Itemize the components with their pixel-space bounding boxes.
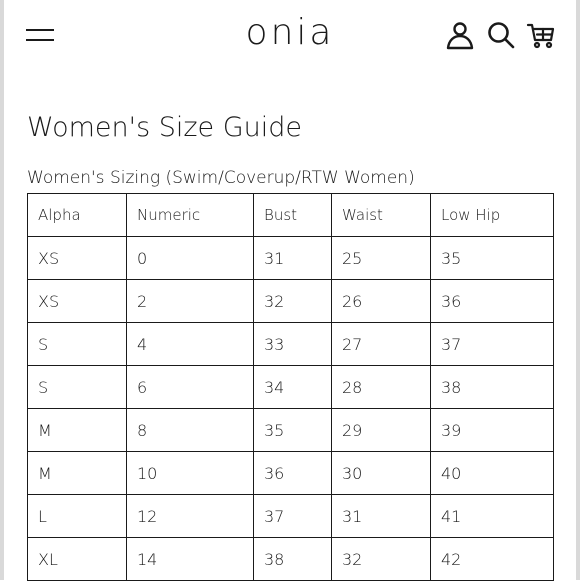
- menu-icon[interactable]: [26, 26, 54, 46]
- cart-icon[interactable]: [526, 20, 556, 50]
- cell-alpha: M: [27, 451, 127, 495]
- cell-alpha: XL: [27, 537, 127, 581]
- cell-low-hip: 39: [430, 408, 554, 452]
- cell-numeric: 14: [126, 537, 254, 581]
- table-row: XL 14 38 32 42: [27, 537, 554, 581]
- table-row: S 6 34 28 38: [27, 365, 554, 409]
- table-row: XS 0 31 25 35: [27, 236, 554, 280]
- table-row: M 10 36 30 40: [27, 451, 554, 495]
- cell-waist: 32: [331, 537, 431, 581]
- cell-bust: 36: [253, 451, 332, 495]
- cell-alpha: M: [27, 408, 127, 452]
- cell-numeric: 0: [126, 236, 254, 280]
- cell-waist: 25: [331, 236, 431, 280]
- frame-right-border: [576, 0, 580, 580]
- cell-waist: 30: [331, 451, 431, 495]
- cell-waist: 29: [331, 408, 431, 452]
- table-row: M 8 35 29 39: [27, 408, 554, 452]
- column-header-numeric: Numeric: [126, 193, 254, 237]
- table-header-row: Alpha Numeric Bust Waist Low Hip: [27, 193, 554, 237]
- cell-bust: 34: [253, 365, 332, 409]
- cell-numeric: 6: [126, 365, 254, 409]
- cell-bust: 32: [253, 279, 332, 323]
- cell-bust: 33: [253, 322, 332, 366]
- cell-low-hip: 36: [430, 279, 554, 323]
- cell-alpha: S: [27, 322, 127, 366]
- cell-alpha: XS: [27, 279, 127, 323]
- site-header: onia: [0, 0, 580, 72]
- table-row: XS 2 32 26 36: [27, 279, 554, 323]
- cell-low-hip: 41: [430, 494, 554, 538]
- cell-alpha: XS: [27, 236, 127, 280]
- cell-alpha: L: [27, 494, 127, 538]
- cell-low-hip: 37: [430, 322, 554, 366]
- cell-low-hip: 38: [430, 365, 554, 409]
- column-header-low-hip: Low Hip: [430, 193, 554, 237]
- cell-waist: 28: [331, 365, 431, 409]
- table-row: L 12 37 31 41: [27, 494, 554, 538]
- frame-left-border: [0, 0, 4, 580]
- cell-numeric: 10: [126, 451, 254, 495]
- cell-bust: 38: [253, 537, 332, 581]
- cell-waist: 26: [331, 279, 431, 323]
- column-header-waist: Waist: [331, 193, 431, 237]
- cell-numeric: 12: [126, 494, 254, 538]
- cell-waist: 31: [331, 494, 431, 538]
- account-icon[interactable]: [445, 20, 475, 50]
- page-title: Women's Size Guide: [27, 112, 303, 143]
- cell-numeric: 4: [126, 322, 254, 366]
- column-header-bust: Bust: [253, 193, 332, 237]
- cell-low-hip: 42: [430, 537, 554, 581]
- table-row: S 4 33 27 37: [27, 322, 554, 366]
- table-caption: Women's Sizing (Swim/Coverup/RTW Women): [27, 168, 415, 188]
- search-icon[interactable]: [486, 20, 516, 50]
- cell-numeric: 8: [126, 408, 254, 452]
- cell-low-hip: 40: [430, 451, 554, 495]
- column-header-alpha: Alpha: [27, 193, 127, 237]
- cell-numeric: 2: [126, 279, 254, 323]
- cell-waist: 27: [331, 322, 431, 366]
- cell-alpha: S: [27, 365, 127, 409]
- cell-bust: 35: [253, 408, 332, 452]
- cell-low-hip: 35: [430, 236, 554, 280]
- cell-bust: 37: [253, 494, 332, 538]
- cell-bust: 31: [253, 236, 332, 280]
- size-table: Alpha Numeric Bust Waist Low Hip XS 0 31…: [27, 193, 554, 581]
- brand-logo[interactable]: onia: [245, 12, 335, 53]
